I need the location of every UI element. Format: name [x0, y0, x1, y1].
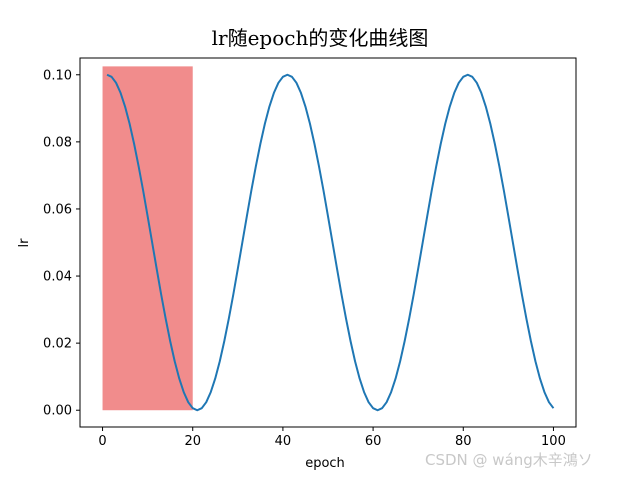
- y-tick-label: 0.04: [43, 270, 72, 285]
- x-tick-label: 80: [455, 434, 472, 449]
- watermark-text: CSDN @ wáng木辛鴻ソ: [425, 451, 593, 469]
- highlight-region: [102, 66, 193, 411]
- y-axis-label: lr: [17, 238, 32, 248]
- y-tick-label: 0.08: [43, 135, 72, 150]
- x-tick-label: 0: [98, 434, 106, 449]
- x-tick-label: 100: [541, 434, 566, 449]
- y-tick-label: 0.10: [43, 68, 72, 83]
- x-tick-label: 40: [275, 434, 292, 449]
- plot-area: 0 20 40 60 80 100 0.00 0.02 0.04 0.06 0.08 0.10: [43, 57, 577, 449]
- series-line-0: [106, 73, 555, 412]
- x-axis-label: epoch: [305, 456, 345, 471]
- y-tick-label: 0.06: [43, 202, 72, 217]
- axes-frame: [79, 57, 577, 428]
- x-tick-label: 60: [365, 434, 382, 449]
- y-tick-label: 0.02: [43, 337, 72, 352]
- x-tick-label: 20: [184, 434, 201, 449]
- y-tick-label: 0.00: [43, 404, 72, 419]
- chart-title: lr随epoch的变化曲线图: [212, 26, 429, 50]
